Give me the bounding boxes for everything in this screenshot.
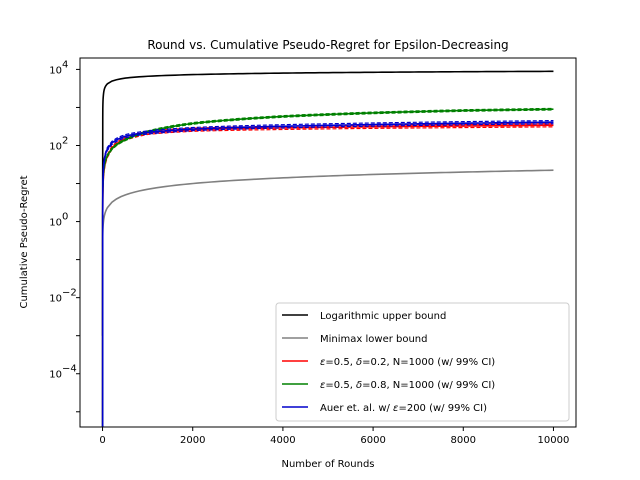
- series-ci-upper: [101, 120, 554, 427]
- y-axis-title: Cumulative Pseudo-Regret: [19, 175, 30, 308]
- x-tick-label: 4000: [270, 435, 295, 446]
- series-ci-lower: [101, 123, 554, 427]
- y-tick-label: 10: [49, 294, 62, 305]
- legend-box: [275, 302, 570, 422]
- y-tick-label: 10: [49, 141, 62, 152]
- series-group: [101, 70, 554, 427]
- y-tick-exponent: 2: [62, 135, 68, 146]
- series-line: [101, 70, 554, 336]
- y-tick-exponent: 4: [62, 59, 68, 70]
- series-ci-upper: [101, 107, 554, 427]
- legend-label: ε=0.5, δ=0.8, N=1000 (w/ 99% CI): [320, 380, 495, 391]
- y-tick-label: 10: [49, 370, 62, 381]
- x-axis: 0 2000 4000 6000 8000 10000: [99, 427, 569, 446]
- legend-label: Minimax lower bound: [320, 334, 428, 345]
- legend-label: Logarithmic upper bound: [320, 311, 446, 322]
- y-tick-label: 10: [49, 65, 62, 76]
- series-line: [101, 169, 554, 247]
- x-tick-label: 8000: [451, 435, 476, 446]
- legend: Logarithmic upper bound Minimax lower bou…: [275, 302, 570, 422]
- plot-area: [79, 57, 577, 428]
- x-tick-label: 0: [99, 435, 105, 446]
- series-line: [101, 108, 554, 427]
- plot-frame: [79, 57, 577, 428]
- x-tick-label: 2000: [180, 435, 205, 446]
- chart-title: Round vs. Cumulative Pseudo-Regret for E…: [147, 38, 508, 52]
- legend-label: Auer et. al. w/ ε=200 (w/ 99% CI): [320, 403, 487, 414]
- y-tick-label: 10: [49, 218, 62, 229]
- y-tick-exponent: −2: [62, 288, 77, 299]
- y-tick-exponent: −4: [62, 364, 77, 375]
- legend-label: ε=0.5, δ=0.2, N=1000 (w/ 99% CI): [320, 357, 495, 368]
- x-axis-title: Number of Rounds: [281, 459, 374, 470]
- x-tick-label: 6000: [360, 435, 385, 446]
- series-line: [101, 121, 554, 427]
- x-tick-label: 10000: [538, 435, 570, 446]
- y-tick-exponent: 0: [62, 212, 68, 223]
